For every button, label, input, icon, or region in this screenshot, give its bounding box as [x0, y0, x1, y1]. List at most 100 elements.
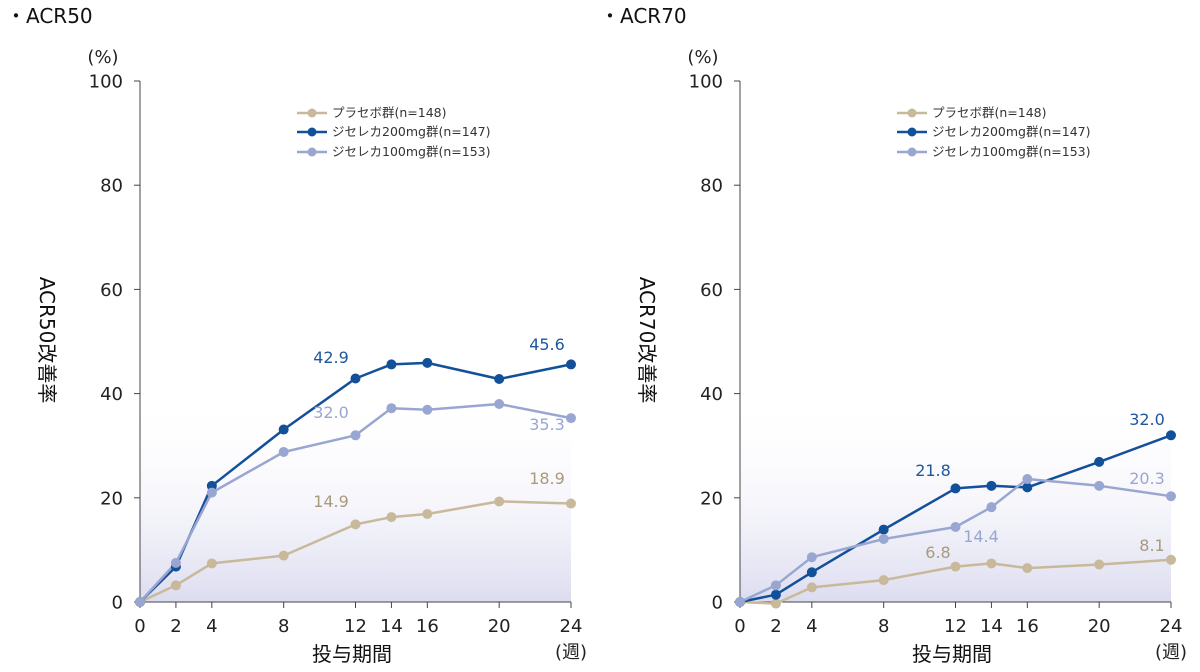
x-tick-label: 4	[206, 616, 217, 637]
data-point	[986, 502, 997, 513]
data-label: 8.1	[1139, 536, 1164, 555]
acr70-series	[735, 430, 1176, 609]
data-point	[1022, 482, 1033, 493]
data-label: 20.3	[1129, 469, 1165, 488]
y-tick-label: 40	[100, 384, 123, 405]
legend-label: ジセレカ200mg群(n=147)	[932, 124, 1090, 139]
x-tick-label: 12	[344, 616, 367, 637]
x-tick-label: 16	[1016, 616, 1039, 637]
acr70-x-axis-title: 投与期間	[912, 642, 992, 666]
x-tick-label: 0	[134, 616, 145, 637]
y-tick-label: 20	[100, 488, 123, 509]
data-label: 21.8	[915, 461, 951, 480]
data-point	[494, 374, 505, 385]
acr50-legend: プラセボ群(n=148) ジセレカ200mg群(n=147) ジセレカ100mg…	[297, 105, 490, 159]
acr50-data-labels: 42.9 45.6 32.0 35.3 14.9 18.9	[313, 335, 565, 511]
data-point	[950, 561, 961, 572]
data-label: 14.9	[313, 492, 349, 511]
data-point	[170, 580, 181, 591]
y-tick-label: 60	[100, 280, 123, 301]
x-tick-label: 14	[380, 616, 403, 637]
data-label: 14.4	[963, 527, 999, 546]
data-point	[986, 480, 997, 491]
data-point	[950, 483, 961, 494]
acr50-series	[135, 357, 576, 607]
legend-swatch-marker	[307, 108, 317, 118]
acr50-x-axis-title: 投与期間	[312, 642, 392, 666]
data-point	[1166, 491, 1176, 502]
data-point	[735, 597, 745, 607]
y-tick-label: 0	[712, 593, 723, 614]
acr70-y-unit-label: (%)	[687, 47, 718, 68]
data-point	[206, 487, 217, 498]
x-tick-label: 0	[734, 616, 745, 637]
legend-swatch-marker	[907, 147, 917, 157]
acr70-x-unit-label: (週)	[1155, 642, 1187, 663]
data-label: 45.6	[529, 335, 565, 354]
data-point	[206, 558, 217, 569]
data-point	[950, 521, 961, 532]
data-point	[1166, 554, 1176, 565]
x-tick-label: 2	[170, 616, 181, 637]
legend-swatch-marker	[907, 108, 917, 118]
data-label: 18.9	[529, 469, 565, 488]
data-point	[566, 413, 576, 424]
data-point	[386, 359, 397, 370]
data-point	[278, 446, 289, 457]
y-tick-label: 60	[700, 280, 723, 301]
data-label: 42.9	[313, 348, 349, 367]
legend-swatch-marker	[307, 127, 317, 137]
acr70-panel-title: ・ACR70	[600, 4, 687, 28]
legend-label: ジセレカ200mg群(n=147)	[332, 124, 490, 139]
data-point	[1166, 430, 1176, 441]
data-point	[422, 508, 433, 519]
x-tick-label: 24	[1160, 616, 1183, 637]
acr70-y-axis-title: ACR70改善率	[635, 277, 659, 404]
acr50-x-unit-label: (週)	[555, 642, 587, 663]
data-label: 32.0	[1129, 410, 1165, 429]
data-point	[770, 589, 781, 600]
y-tick-label: 100	[689, 72, 723, 93]
data-point	[806, 567, 817, 578]
data-label: 6.8	[925, 543, 950, 562]
data-point	[135, 597, 145, 607]
x-tick-label: 24	[560, 616, 583, 637]
data-point	[350, 373, 361, 384]
y-tick-label: 20	[700, 488, 723, 509]
y-tick-label: 40	[700, 384, 723, 405]
data-point	[878, 575, 889, 586]
x-tick-label: 20	[1088, 616, 1111, 637]
data-point	[1094, 456, 1105, 467]
data-point	[422, 357, 433, 368]
acr70-data-labels: 21.8 32.0 14.4 20.3 6.8 8.1	[915, 410, 1165, 562]
data-point	[350, 519, 361, 530]
y-tick-label: 80	[700, 176, 723, 197]
data-point	[494, 399, 505, 410]
data-point	[986, 558, 997, 569]
data-point	[806, 552, 817, 563]
data-point	[494, 496, 505, 507]
data-point	[770, 598, 781, 609]
data-point	[422, 404, 433, 415]
legend-label: ジセレカ100mg群(n=153)	[332, 144, 490, 159]
data-label: 35.3	[529, 415, 565, 434]
acr50-panel-title: ・ACR50	[6, 4, 93, 28]
data-point	[566, 359, 576, 370]
data-point	[806, 582, 817, 593]
x-tick-label: 2	[770, 616, 781, 637]
x-tick-label: 20	[488, 616, 511, 637]
y-tick-label: 100	[89, 72, 123, 93]
legend-swatch-marker	[307, 147, 317, 157]
acr50-y-unit-label: (%)	[87, 47, 118, 68]
y-tick-label: 0	[112, 593, 123, 614]
x-tick-label: 8	[878, 616, 889, 637]
legend-label: プラセボ群(n=148)	[332, 105, 447, 120]
data-point	[350, 430, 361, 441]
acr50-y-axis-title: ACR50改善率	[35, 277, 59, 404]
legend-label: プラセボ群(n=148)	[932, 105, 1047, 120]
data-point	[1022, 563, 1033, 574]
x-tick-label: 4	[806, 616, 817, 637]
data-point	[1022, 474, 1033, 485]
